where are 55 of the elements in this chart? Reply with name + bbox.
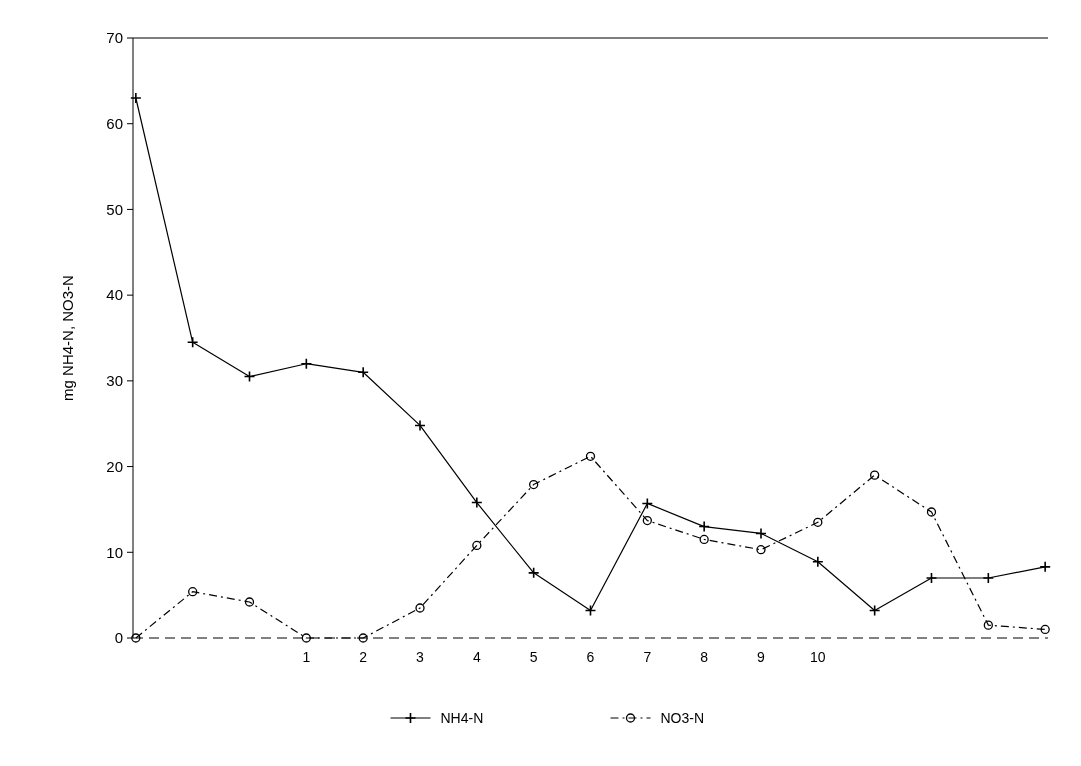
point bbox=[812, 555, 824, 568]
point bbox=[1039, 561, 1051, 573]
y-axis-title: mg NH4-N, NO3-N bbox=[59, 275, 76, 401]
point bbox=[357, 366, 369, 379]
point bbox=[186, 336, 199, 349]
x-tick-label: 3 bbox=[416, 649, 425, 665]
point bbox=[130, 92, 142, 104]
point bbox=[868, 604, 881, 617]
point bbox=[358, 633, 368, 643]
x-tick-label: 10 bbox=[810, 649, 826, 665]
point bbox=[755, 527, 767, 540]
legend-label: NO3-N bbox=[660, 709, 705, 726]
legend-label: NH4-N bbox=[440, 709, 484, 726]
point bbox=[926, 507, 937, 517]
x-tick-label: 1 bbox=[302, 649, 311, 665]
x-tick-label: 6 bbox=[586, 649, 595, 665]
y-tick-label: 10 bbox=[106, 543, 123, 561]
y-tick-label: 0 bbox=[114, 629, 123, 647]
point bbox=[472, 540, 482, 551]
x-tick-label: 8 bbox=[700, 649, 709, 665]
point bbox=[188, 587, 198, 597]
y-tick-label: 70 bbox=[106, 29, 123, 47]
point bbox=[641, 497, 654, 510]
point bbox=[301, 633, 311, 643]
point bbox=[584, 604, 597, 617]
point bbox=[642, 515, 652, 526]
x-tick-label: 7 bbox=[643, 649, 652, 665]
point bbox=[131, 633, 141, 643]
point bbox=[414, 419, 426, 432]
point bbox=[813, 517, 823, 527]
point bbox=[244, 597, 255, 607]
point bbox=[529, 479, 539, 490]
point bbox=[870, 470, 880, 480]
point bbox=[698, 520, 710, 533]
y-tick-label: 50 bbox=[106, 200, 123, 218]
point bbox=[527, 567, 540, 579]
point bbox=[982, 572, 995, 584]
point bbox=[699, 534, 709, 545]
x-tick-label: 4 bbox=[472, 649, 481, 665]
point bbox=[1040, 624, 1050, 635]
y-tick-label: 20 bbox=[106, 457, 123, 475]
y-tick-label: 60 bbox=[106, 114, 123, 132]
point bbox=[756, 545, 766, 555]
point bbox=[243, 370, 256, 383]
y-tick-label: 30 bbox=[106, 372, 123, 390]
x-tick-label: 9 bbox=[757, 649, 766, 665]
point bbox=[585, 451, 596, 461]
point bbox=[925, 572, 938, 584]
x-tick-label: 2 bbox=[359, 649, 368, 665]
x-tick-label: 5 bbox=[529, 649, 538, 665]
y-tick-label: 40 bbox=[106, 286, 123, 304]
point bbox=[471, 496, 483, 509]
point bbox=[300, 357, 313, 370]
point bbox=[415, 603, 425, 613]
point bbox=[983, 620, 993, 630]
